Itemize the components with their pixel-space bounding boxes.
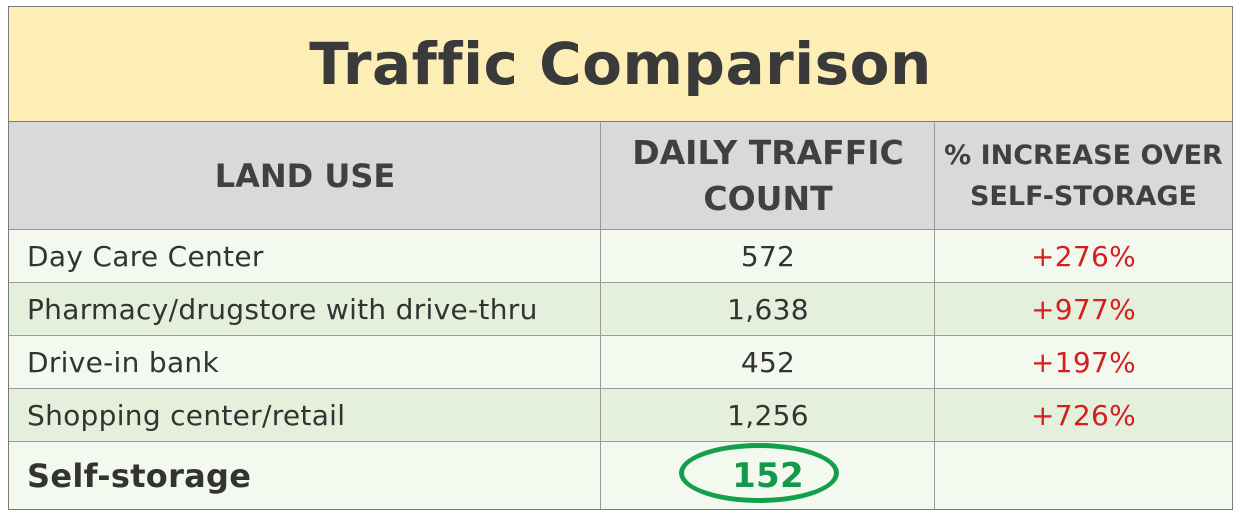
pct-increase-cell: +977% (1030, 292, 1136, 326)
traffic-comparison-table: Traffic Comparison LAND USE DAILY TRAFFI… (8, 6, 1233, 510)
column-divider (600, 122, 601, 509)
highlight-ellipse (679, 443, 839, 503)
baseline-pct-cell (935, 442, 1232, 509)
table-row: Drive-in bank 452 +197% (9, 336, 1232, 389)
table-title-row: Traffic Comparison (9, 7, 1232, 122)
pct-increase-cell: +276% (1030, 239, 1136, 273)
land-use-cell: Shopping center/retail (27, 398, 346, 432)
table-row: Shopping center/retail 1,256 +726% (9, 389, 1232, 442)
land-use-cell: Pharmacy/drugstore with drive-thru (27, 292, 538, 326)
header-pct-line2: SELF-STORAGE (969, 180, 1198, 212)
header-land-use-label: LAND USE (214, 156, 396, 195)
land-use-cell: Drive-in bank (27, 345, 219, 379)
column-divider (934, 122, 935, 509)
pct-increase-cell: +726% (1030, 398, 1136, 432)
header-pct-increase: % INCREASE OVER SELF-STORAGE (935, 122, 1232, 230)
land-use-cell: Day Care Center (27, 239, 264, 273)
header-traffic-line2: COUNT (703, 178, 833, 218)
table-title: Traffic Comparison (309, 30, 932, 98)
pct-increase-cell: +197% (1030, 345, 1136, 379)
header-land-use: LAND USE (9, 122, 601, 230)
header-pct-line1: % INCREASE OVER (944, 139, 1223, 171)
traffic-count-cell: 1,638 (727, 292, 809, 326)
traffic-count-cell: 1,256 (727, 398, 809, 432)
baseline-land-use-cell: Self-storage (27, 456, 252, 495)
baseline-row: Self-storage 152 (9, 442, 1232, 509)
table-row: Pharmacy/drugstore with drive-thru 1,638… (9, 283, 1232, 336)
traffic-count-cell: 572 (740, 239, 796, 273)
header-traffic-line1: DAILY TRAFFIC (632, 132, 904, 172)
table-row: Day Care Center 572 +276% (9, 230, 1232, 283)
traffic-count-cell: 452 (740, 345, 796, 379)
header-daily-traffic: DAILY TRAFFIC COUNT (601, 122, 935, 230)
